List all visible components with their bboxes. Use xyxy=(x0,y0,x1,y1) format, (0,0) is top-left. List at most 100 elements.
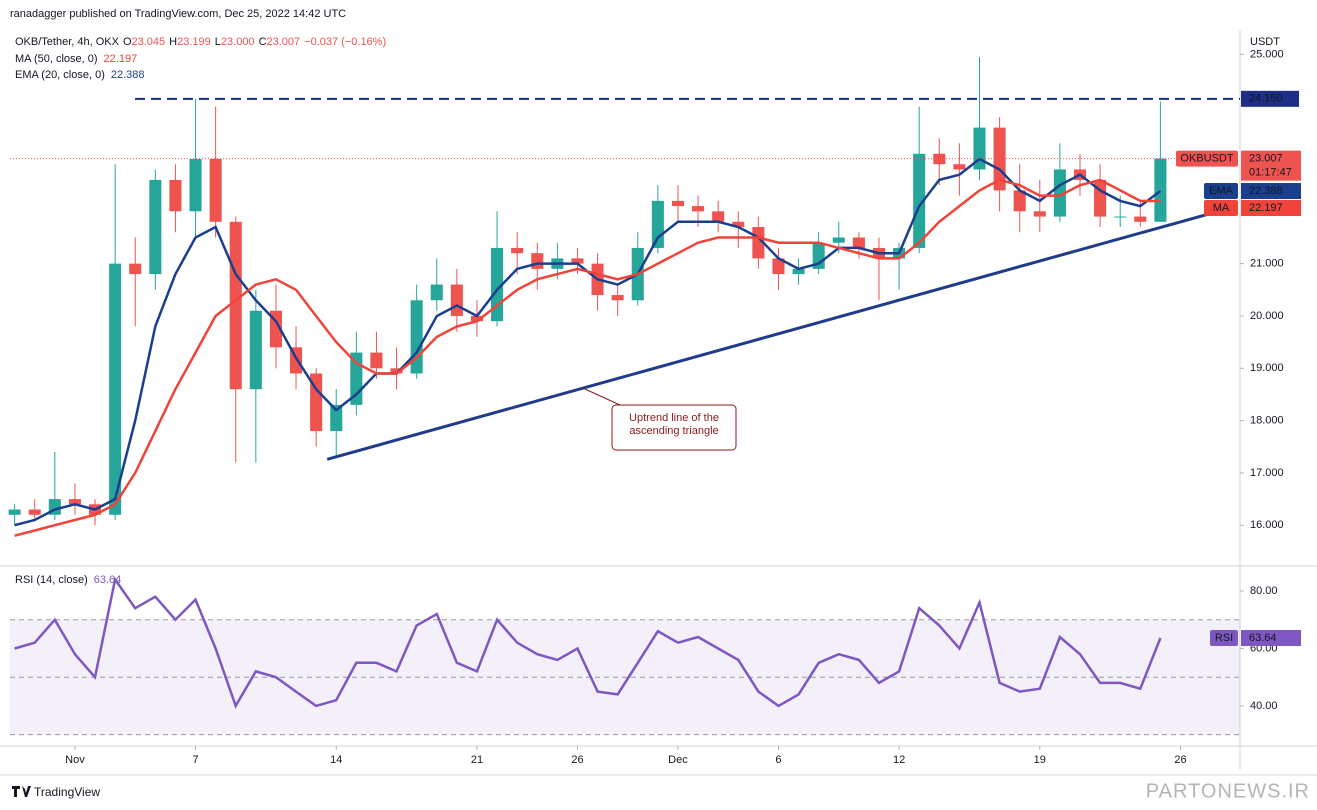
candle-body xyxy=(229,221,242,390)
rsi-line xyxy=(14,576,1162,709)
candle-body xyxy=(189,158,202,212)
candle-body xyxy=(209,158,222,222)
rsi-value-label: 63.64 xyxy=(1249,632,1277,644)
rsi-value: 63.64 xyxy=(94,574,122,586)
candle-body xyxy=(692,206,705,212)
rsi-title: RSI (14, close) 63.64 xyxy=(15,574,121,586)
candle-body xyxy=(169,179,182,212)
x-tick-label: Dec xyxy=(668,754,688,766)
candle-body xyxy=(712,211,725,222)
ohlc-key: L xyxy=(215,36,221,48)
ema-legend: EMA (20, close, 0) 22.388 xyxy=(15,69,145,81)
candle-body xyxy=(933,153,946,165)
series-name: MA xyxy=(1213,202,1230,214)
candle-body xyxy=(611,295,624,301)
candle-body xyxy=(1033,211,1046,217)
candle-body xyxy=(149,179,162,275)
ema-value: 22.388 xyxy=(111,69,145,81)
symbol-legend: OKB/Tether, 4h, OKX O23.045 H23.199 L23.000… xyxy=(15,36,386,48)
ma-line xyxy=(14,178,1161,537)
symbol: OKB/Tether, 4h, OKX xyxy=(15,36,120,48)
candle-body xyxy=(1013,190,1026,212)
countdown: 01:17:47 xyxy=(1249,167,1292,179)
ohlc-value: 23.000 xyxy=(221,36,255,48)
candle-body xyxy=(732,221,745,228)
series-name: EMA xyxy=(1209,185,1234,197)
ema-line xyxy=(14,157,1162,527)
y-tick-label: 18.000 xyxy=(1250,415,1284,427)
candle-body xyxy=(953,164,966,170)
y-tick-label: 19.000 xyxy=(1250,362,1284,374)
candle-body xyxy=(1094,179,1107,217)
ohlc-key: H xyxy=(169,36,177,48)
candle-body xyxy=(913,153,926,248)
series-value: 22.197 xyxy=(1249,202,1283,214)
candle-body xyxy=(450,284,463,316)
currency: USDT xyxy=(1250,36,1280,48)
candle-body xyxy=(28,509,41,515)
x-tick-label: 12 xyxy=(893,754,905,766)
candle-body xyxy=(1154,158,1167,222)
x-tick-label: 14 xyxy=(330,754,342,766)
y-tick-label: 25.000 xyxy=(1250,48,1284,60)
ma-name: MA (50, close, 0) xyxy=(15,53,98,65)
candle-body xyxy=(109,263,122,515)
price-tag-label: 23.007 xyxy=(1249,153,1283,165)
series-value: 22.388 xyxy=(1249,185,1283,197)
x-tick-label: 21 xyxy=(471,754,483,766)
candle-body xyxy=(249,310,262,390)
annotation-box xyxy=(611,404,737,451)
candle-body xyxy=(470,315,483,322)
ma-value: 22.197 xyxy=(104,53,138,65)
ma-legend: MA (50, close, 0) 22.197 xyxy=(15,53,137,65)
ohlc-key: O xyxy=(123,36,132,48)
candle-body xyxy=(792,268,805,275)
candle-body xyxy=(310,373,323,432)
logo xyxy=(12,786,31,797)
ohlc-key: C xyxy=(259,36,267,48)
ohlc-value: 23.007 xyxy=(267,36,301,48)
candle-body xyxy=(330,404,343,432)
annotation-pointer xyxy=(582,387,621,406)
resistance-label: 24.150 xyxy=(1249,93,1283,105)
candle-body xyxy=(1053,169,1066,217)
x-tick-label: 26 xyxy=(1174,754,1186,766)
candle-body xyxy=(671,200,684,207)
candle-body xyxy=(651,200,664,248)
symbol-tag-label: OKBUSDT xyxy=(1180,153,1233,165)
candle-body xyxy=(993,127,1006,191)
y-tick-label: 21.000 xyxy=(1250,258,1284,270)
x-tick-label: 7 xyxy=(192,754,198,766)
y-tick-label: 20.000 xyxy=(1250,310,1284,322)
candle-body xyxy=(852,237,865,248)
series-value-tag xyxy=(1241,200,1301,217)
series-name-tag xyxy=(1204,183,1238,200)
candle-body xyxy=(68,499,81,505)
candle-body xyxy=(832,237,845,243)
candle-body xyxy=(1114,216,1127,218)
change: −0.037 (−0.16%) xyxy=(304,36,386,48)
symbol-tag xyxy=(1176,150,1238,167)
y-tick-label: 17.000 xyxy=(1250,467,1284,479)
annotation: Uptrend line of the ascending triangle xyxy=(629,412,719,437)
x-tick-label: 19 xyxy=(1034,754,1046,766)
rsi-value-tag xyxy=(1241,629,1301,646)
rsi-name-tag xyxy=(1210,629,1238,646)
candle-body xyxy=(390,368,403,374)
y-tick-label: 40.00 xyxy=(1250,700,1278,712)
candle-body xyxy=(531,253,544,269)
ema-name: EMA (20, close, 0) xyxy=(15,69,105,81)
series-value-tag xyxy=(1241,183,1301,200)
price-tag xyxy=(1241,150,1301,181)
ohlc-value: 23.199 xyxy=(177,36,211,48)
y-tick-label: 80.00 xyxy=(1250,585,1278,597)
candle-body xyxy=(430,284,443,301)
x-tick-label: Nov xyxy=(65,754,85,766)
candle-body xyxy=(1134,216,1147,222)
annotation-text: Uptrend line of the ascending triangle xyxy=(629,412,719,437)
y-tick-label: 16.000 xyxy=(1250,519,1284,531)
series-name-tag xyxy=(1204,200,1238,217)
resistance-tag xyxy=(1241,90,1299,107)
